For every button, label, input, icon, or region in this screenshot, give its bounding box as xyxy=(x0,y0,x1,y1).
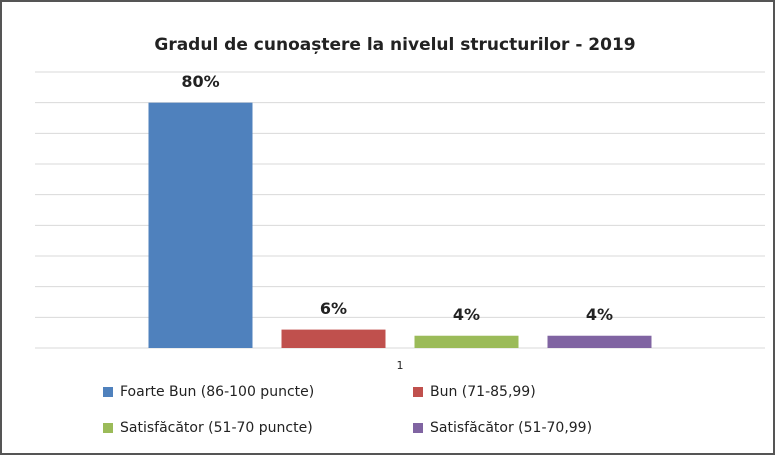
bar xyxy=(414,335,519,348)
legend-swatch xyxy=(413,387,423,397)
data-label: 4% xyxy=(453,305,480,324)
legend-label: Bun (71-85,99) xyxy=(430,384,536,400)
chart-title: Gradul de cunoaștere la nivelul structur… xyxy=(154,35,635,55)
x-tick-label: 1 xyxy=(397,359,404,372)
legend-label: Satisfăcător (51-70 puncte) xyxy=(120,420,313,436)
bar xyxy=(281,329,386,348)
legend-swatch xyxy=(103,423,113,433)
data-label: 6% xyxy=(320,299,347,318)
bar xyxy=(148,102,253,349)
legend-label: Satisfăcător (51-70,99) xyxy=(430,420,592,436)
legend-swatch xyxy=(103,387,113,397)
legend-label: Foarte Bun (86-100 puncte) xyxy=(120,384,314,400)
bar xyxy=(547,335,652,348)
legend-swatch xyxy=(413,423,423,433)
data-label: 80% xyxy=(181,72,219,91)
data-label: 4% xyxy=(586,305,613,324)
